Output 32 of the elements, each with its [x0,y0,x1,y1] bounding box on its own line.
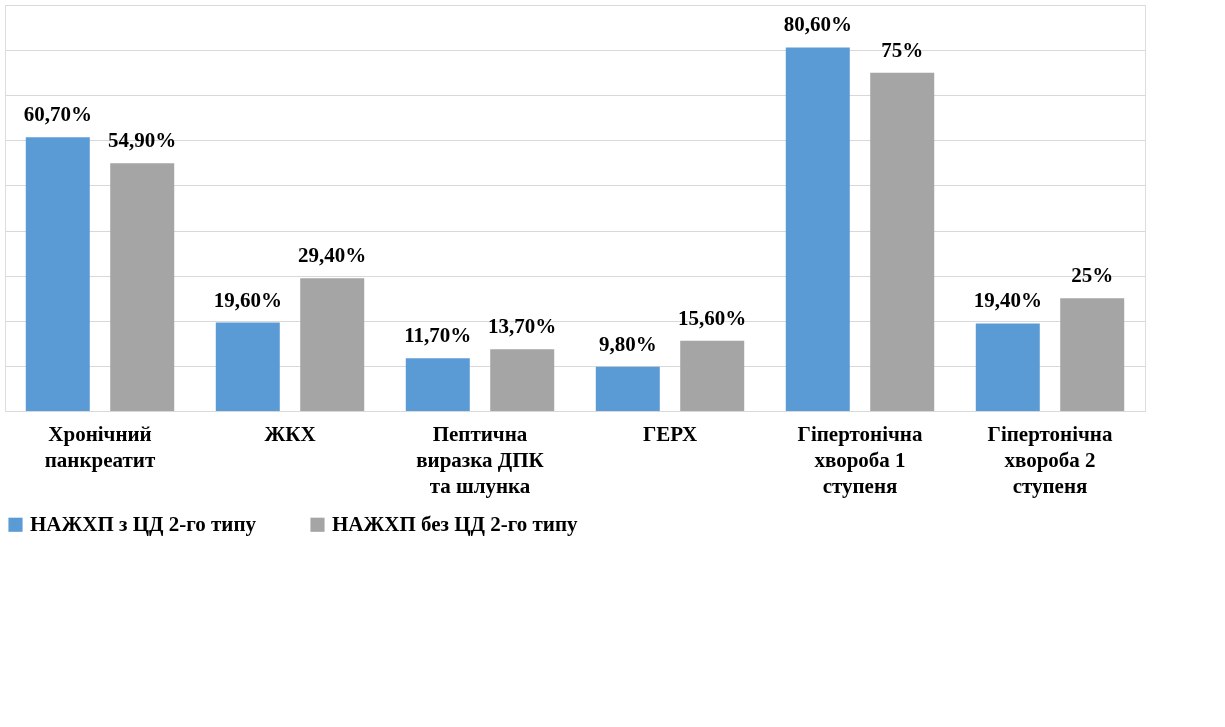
bar [405,358,470,411]
data-label: 19,40% [973,288,1042,313]
x-tick-label: Гіпертонічна хвороба 1 ступеня [797,421,923,498]
x-tick-label: Пептична виразка ДПК та шлунка [416,421,545,498]
legend-label: НАЖХП з ЦД 2-го типу [30,511,257,536]
bar [215,322,280,411]
bar [680,340,745,411]
legend-label: НАЖХП без ЦД 2-го типу [332,511,579,536]
x-tick-label: Хронічний панкреатит [44,421,156,472]
data-label: 13,70% [488,314,557,339]
data-label: 60,70% [23,102,92,127]
data-label: 25% [1071,263,1114,288]
data-label: 29,40% [298,243,367,268]
data-label: 80,60% [783,12,852,37]
bar [975,323,1040,411]
bar [595,366,660,411]
x-tick-label: Гіпертонічна хвороба 2 ступеня [987,421,1113,498]
bar [785,47,850,411]
data-label: 75% [881,37,924,62]
x-tick-label: ЖКХ [264,421,316,446]
data-label: 19,60% [213,287,282,312]
bar [490,349,555,411]
bar [870,72,935,411]
x-tick-label: ГЕРХ [642,421,698,446]
bar [25,137,90,411]
data-label: 54,90% [108,128,177,153]
bar [1060,298,1125,411]
data-label: 11,70% [404,323,472,348]
data-label: 9,80% [598,331,657,356]
data-label: 15,60% [678,305,747,330]
bar [300,278,365,411]
bar [110,163,175,411]
